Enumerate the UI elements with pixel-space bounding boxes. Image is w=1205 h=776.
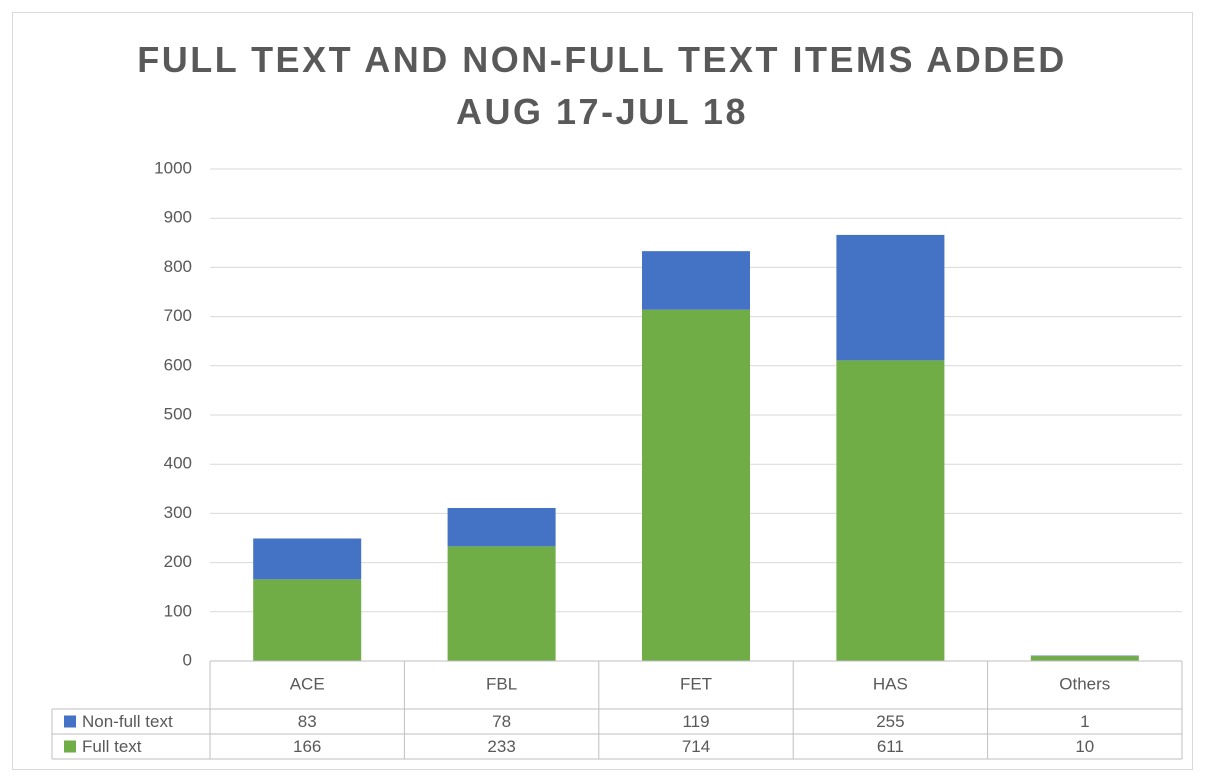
x-tick-label: FET — [680, 674, 712, 693]
bar-segment — [1030, 656, 1139, 661]
chart-title: FULL TEXT AND NON-FULL TEXT ITEMS ADDED … — [137, 39, 1067, 132]
x-tick-label: ACE — [290, 674, 325, 693]
legend-key — [64, 715, 76, 728]
y-tick-label: 100 — [164, 601, 192, 620]
y-tick-label: 0 — [183, 650, 192, 669]
y-tick-label: 300 — [164, 503, 192, 522]
table-value: 10 — [1075, 737, 1094, 756]
bar-segment — [253, 579, 362, 661]
table-value: 233 — [487, 737, 515, 756]
y-tick-label: 700 — [164, 306, 192, 325]
legend-label: Non-full text — [82, 712, 173, 731]
bar-segment — [836, 234, 945, 361]
bar-segment — [253, 538, 362, 580]
table-value: 78 — [492, 712, 511, 731]
x-tick-label: Others — [1059, 674, 1110, 693]
y-tick-label: 1000 — [154, 158, 192, 177]
y-tick-label: 400 — [164, 454, 192, 473]
table-value: 166 — [293, 737, 321, 756]
table-value: 83 — [298, 712, 317, 731]
table-value: 255 — [876, 712, 904, 731]
y-tick-label: 200 — [164, 552, 192, 571]
bar-segment — [447, 507, 556, 547]
table-value: 714 — [682, 737, 710, 756]
x-tick-label: HAS — [873, 674, 908, 693]
y-tick-label: 900 — [164, 208, 192, 227]
bar-segment — [447, 546, 556, 661]
bar-segment — [836, 360, 945, 661]
chart-border — [12, 12, 1193, 770]
table-value: 119 — [682, 712, 709, 731]
table-value: 611 — [877, 737, 904, 756]
y-tick-label: 600 — [164, 355, 192, 374]
bar-segment — [642, 251, 750, 310]
y-tick-label: 500 — [164, 404, 192, 423]
table-value: 1 — [1080, 712, 1089, 731]
legend-label: Full text — [82, 737, 142, 756]
y-tick-label: 800 — [164, 257, 192, 276]
x-tick-label: FBL — [486, 674, 517, 693]
legend-key — [64, 740, 76, 753]
bar-segment — [642, 309, 750, 661]
